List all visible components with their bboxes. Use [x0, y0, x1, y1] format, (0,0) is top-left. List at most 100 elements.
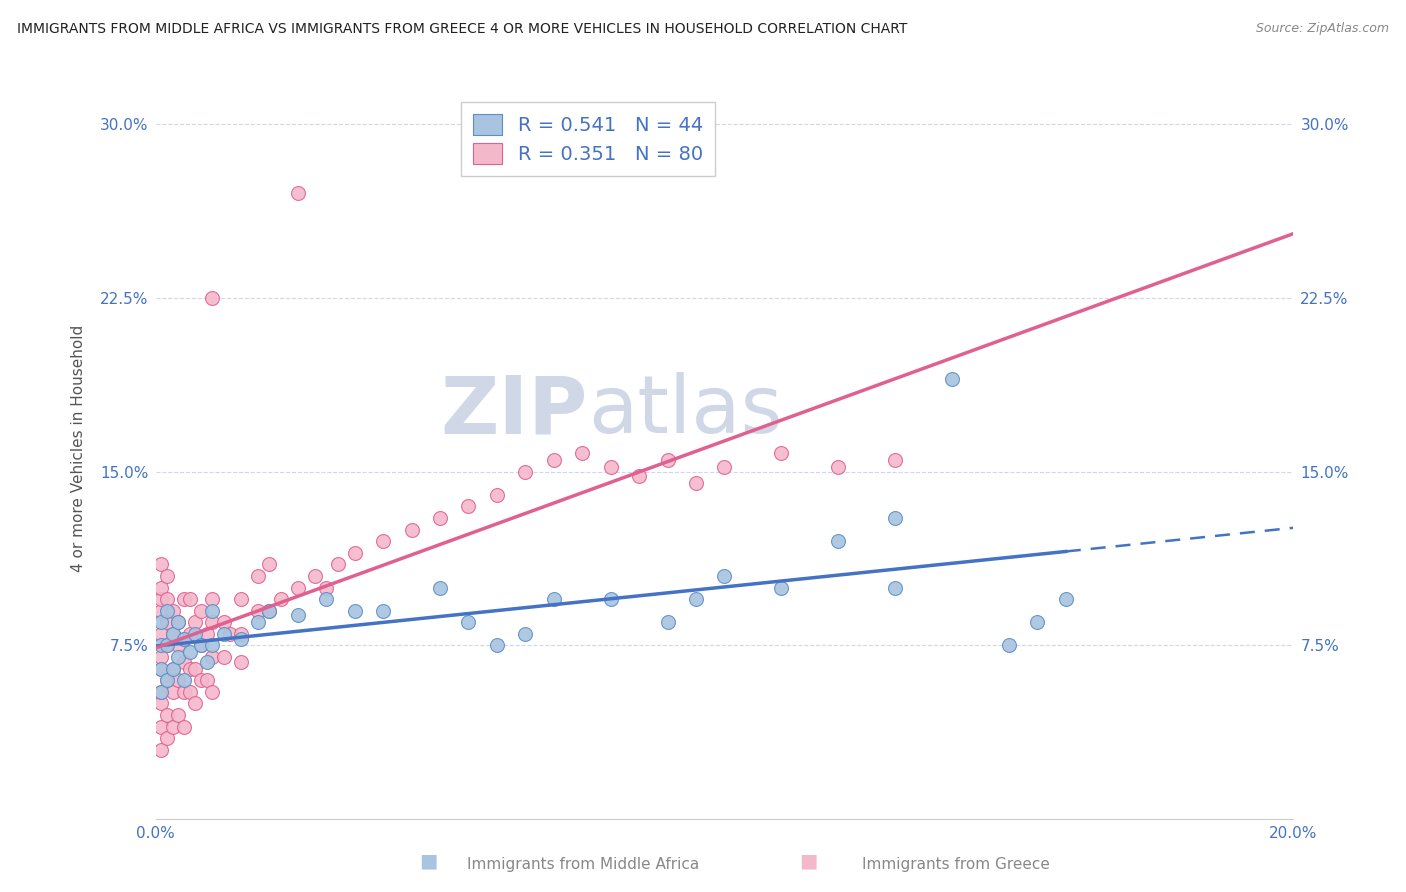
Y-axis label: 4 or more Vehicles in Household: 4 or more Vehicles in Household — [72, 325, 86, 572]
Point — [150, 592, 173, 607]
Point — [156, 731, 179, 746]
Point — [401, 523, 423, 537]
Point — [195, 673, 218, 688]
Point — [150, 558, 173, 572]
Point — [150, 662, 173, 676]
Point — [201, 291, 224, 305]
Point — [173, 673, 195, 688]
Point — [212, 627, 235, 641]
Point — [429, 581, 451, 595]
Point — [195, 655, 218, 669]
Point — [150, 627, 173, 641]
Point — [259, 558, 281, 572]
Point — [229, 592, 252, 607]
Point — [315, 592, 337, 607]
Point — [150, 615, 173, 630]
Point — [685, 476, 707, 491]
Point — [657, 615, 679, 630]
Point — [150, 720, 173, 734]
Point — [201, 650, 224, 665]
Point — [884, 581, 907, 595]
Point — [371, 604, 394, 618]
Point — [156, 639, 179, 653]
Point — [212, 615, 235, 630]
Point — [201, 592, 224, 607]
Point — [162, 627, 184, 641]
Point — [998, 639, 1021, 653]
Point — [150, 662, 173, 676]
Point — [150, 685, 173, 699]
Point — [190, 639, 212, 653]
Point — [657, 453, 679, 467]
Point — [1054, 592, 1077, 607]
Point — [599, 459, 621, 474]
Point — [184, 615, 207, 630]
Point — [571, 446, 593, 460]
Point — [246, 604, 269, 618]
Point — [167, 639, 190, 653]
Point — [543, 592, 565, 607]
Point — [184, 627, 207, 641]
Point — [184, 697, 207, 711]
Text: ZIP: ZIP — [440, 372, 588, 450]
Point — [201, 685, 224, 699]
Point — [485, 488, 508, 502]
Point — [713, 569, 735, 583]
Point — [156, 708, 179, 723]
Point — [457, 500, 479, 514]
Point — [304, 569, 326, 583]
Point — [315, 581, 337, 595]
Point — [827, 459, 849, 474]
Point — [156, 604, 179, 618]
Legend: R = 0.541   N = 44, R = 0.351   N = 80: R = 0.541 N = 44, R = 0.351 N = 80 — [461, 102, 714, 176]
Point — [229, 627, 252, 641]
Point — [713, 459, 735, 474]
Point — [167, 673, 190, 688]
Point — [162, 662, 184, 676]
Point — [162, 685, 184, 699]
Point — [150, 743, 173, 757]
Point — [150, 604, 173, 618]
Point — [287, 581, 309, 595]
Point — [201, 639, 224, 653]
Text: IMMIGRANTS FROM MIDDLE AFRICA VS IMMIGRANTS FROM GREECE 4 OR MORE VEHICLES IN HO: IMMIGRANTS FROM MIDDLE AFRICA VS IMMIGRA… — [17, 22, 907, 37]
Point — [827, 534, 849, 549]
Point — [371, 534, 394, 549]
Point — [150, 581, 173, 595]
Point — [150, 697, 173, 711]
Point — [201, 615, 224, 630]
Point — [229, 655, 252, 669]
Point — [195, 627, 218, 641]
Point — [167, 708, 190, 723]
Point — [270, 592, 292, 607]
Point — [156, 673, 179, 688]
Point — [156, 592, 179, 607]
Point — [173, 592, 195, 607]
Point — [162, 627, 184, 641]
Point — [179, 627, 201, 641]
Point — [179, 645, 201, 659]
Text: atlas: atlas — [588, 372, 782, 450]
Point — [457, 615, 479, 630]
Point — [150, 650, 173, 665]
Point — [150, 639, 173, 653]
Point — [156, 569, 179, 583]
Point — [246, 569, 269, 583]
Point — [179, 592, 201, 607]
Point — [485, 639, 508, 653]
Point — [941, 372, 963, 386]
Point — [173, 685, 195, 699]
Point — [190, 639, 212, 653]
Point — [150, 685, 173, 699]
Point — [326, 558, 349, 572]
Point — [515, 627, 537, 641]
Point — [429, 511, 451, 525]
Point — [599, 592, 621, 607]
Point — [162, 720, 184, 734]
Text: Immigrants from Middle Africa: Immigrants from Middle Africa — [467, 857, 700, 872]
Point — [212, 650, 235, 665]
Text: ■: ■ — [799, 852, 818, 871]
Text: Source: ZipAtlas.com: Source: ZipAtlas.com — [1256, 22, 1389, 36]
Point — [628, 469, 651, 483]
Point — [173, 632, 195, 646]
